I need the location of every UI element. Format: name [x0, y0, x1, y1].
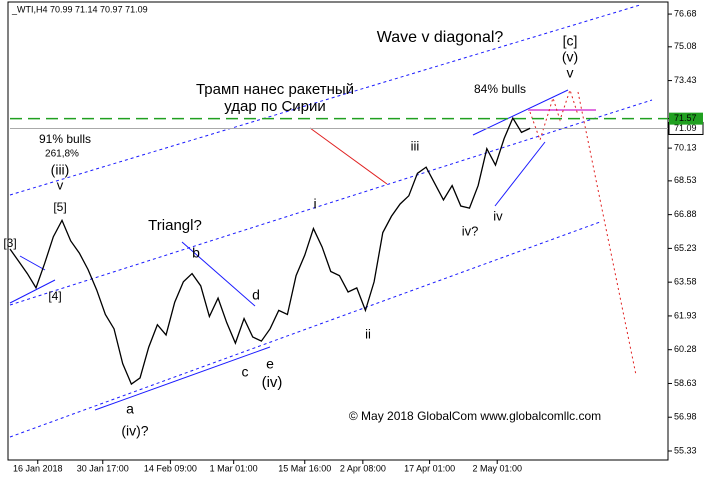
x-tick-label: 17 Apr 01:00 — [404, 463, 455, 473]
x-tick-label: 14 Feb 09:00 — [144, 463, 197, 473]
annotation: i — [313, 196, 316, 212]
y-tick-label: 70.13 — [674, 142, 697, 152]
price-line-series — [9, 116, 531, 386]
annotation: [5] — [53, 200, 66, 214]
y-tick-label: 60.28 — [674, 344, 697, 354]
arrow-line — [309, 127, 388, 185]
annotation: (iii) — [51, 162, 70, 178]
price-box — [669, 112, 703, 125]
y-tick-label: 63.58 — [674, 277, 697, 287]
annotation: (iv)? — [121, 423, 148, 439]
y-tick-label: 71.09 — [674, 123, 697, 133]
annotation: iv? — [462, 223, 479, 238]
projection — [529, 88, 637, 376]
x-tick-label: 2 Apr 08:00 — [340, 463, 386, 473]
y-tick-label: 75.08 — [674, 41, 697, 51]
x-tick-label: 15 Mar 16:00 — [278, 463, 331, 473]
annotation: 261,8% — [45, 149, 79, 160]
y-tick-label: 73.43 — [674, 75, 697, 85]
annotation: ii — [365, 326, 371, 341]
plot-frame — [7, 1, 669, 461]
annotation: d — [252, 287, 260, 303]
y-tick-label: 61.93 — [674, 310, 697, 320]
annotation: [3] — [3, 236, 16, 250]
annotation: iii — [411, 138, 420, 153]
annotation: b — [192, 245, 200, 261]
y-tick-label: 71.57 — [674, 113, 697, 123]
annotation: [c] — [563, 33, 578, 49]
y-tick-label: 68.53 — [674, 175, 697, 185]
x-tick-label: 1 Mar 01:00 — [210, 463, 258, 473]
annotation: Triangl? — [148, 217, 202, 234]
annotation: a — [126, 401, 134, 417]
annotation: 91% bulls — [39, 132, 91, 146]
annotation: 84% bulls — [474, 82, 526, 96]
y-tick-label: 65.23 — [674, 243, 697, 253]
annotation: удар по Сирии — [224, 98, 326, 115]
y-tick-label: 66.88 — [674, 209, 697, 219]
x-tick-label: 2 May 01:00 — [472, 463, 522, 473]
channel-lines — [9, 4, 653, 438]
annotation: e — [266, 356, 274, 372]
annotation: (v) — [562, 49, 578, 65]
y-tick-label: 76.68 — [674, 8, 697, 18]
annotation: v — [567, 65, 574, 81]
x-tick-label: 16 Jan 2018 — [13, 463, 63, 473]
annotation: © May 2018 GlobalCom www.globalcomllc.co… — [349, 409, 601, 423]
annotation: [4] — [48, 289, 61, 303]
annotation: iv — [493, 208, 503, 223]
y-tick-label: 55.33 — [674, 445, 697, 455]
chart-title: _WTI,H4 70.99 71.14 70.97 71.09 — [11, 4, 148, 14]
annotation: Wave v diagonal? — [377, 29, 504, 46]
annotation: c — [242, 364, 249, 380]
x-tick-label: 30 Jan 17:00 — [77, 463, 129, 473]
y-tick-label: 56.98 — [674, 412, 697, 422]
annotation: Трамп нанес ракетный — [196, 81, 354, 98]
y-tick-label: 58.63 — [674, 378, 697, 388]
annotation: (iv) — [262, 374, 283, 391]
pattern-lines — [9, 89, 569, 411]
annotation: v — [57, 177, 64, 192]
